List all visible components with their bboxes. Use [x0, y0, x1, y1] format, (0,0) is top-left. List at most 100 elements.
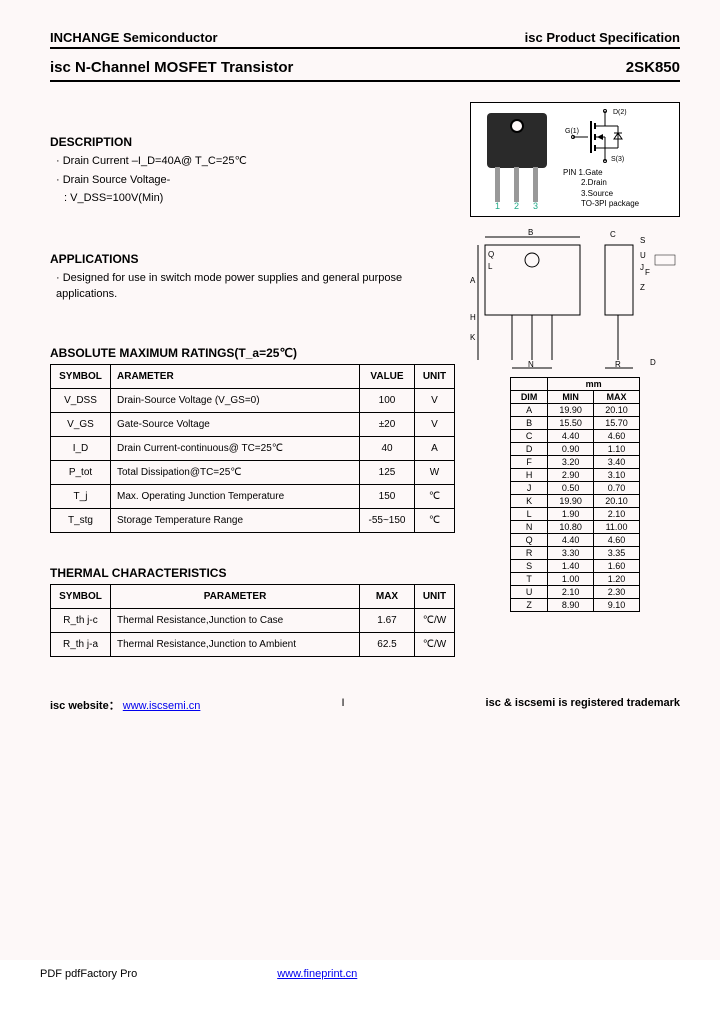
- desc-item: · Drain Source Voltage-: [56, 172, 455, 190]
- table-cell: 125: [360, 460, 415, 484]
- table-cell: R_th j-a: [51, 632, 111, 656]
- table-cell: Thermal Resistance,Junction to Ambient: [111, 632, 360, 656]
- table-cell: 0.50: [548, 481, 594, 494]
- table-row: D0.901.10: [511, 442, 640, 455]
- table-row: T1.001.20: [511, 572, 640, 585]
- table-cell: 3.20: [548, 455, 594, 468]
- table-cell: J: [511, 481, 548, 494]
- table-row: I_DDrain Current-continuous@ TC=25℃40A: [51, 436, 455, 460]
- table-row: Q4.404.60: [511, 533, 640, 546]
- label-g: G(1): [565, 128, 579, 135]
- table-row: J0.500.70: [511, 481, 640, 494]
- table-row: N10.8011.00: [511, 520, 640, 533]
- table-cell: S: [511, 559, 548, 572]
- col-max: MAX: [360, 584, 415, 608]
- table-cell: ℃/W: [415, 632, 455, 656]
- table-row: U2.102.30: [511, 585, 640, 598]
- table-cell: F: [511, 455, 548, 468]
- table-cell: 15.70: [594, 416, 640, 429]
- table-cell: 4.40: [548, 429, 594, 442]
- table-cell: I_D: [51, 436, 111, 460]
- table-cell: 3.10: [594, 468, 640, 481]
- svg-text:R: R: [615, 360, 621, 369]
- table-cell: 8.90: [548, 598, 594, 611]
- package-image: 1 2 3: [477, 109, 557, 204]
- table-cell: R_th j-c: [51, 608, 111, 632]
- col-symbol: SYMBOL: [51, 584, 111, 608]
- col-value: VALUE: [360, 364, 415, 388]
- table-cell: 1.10: [594, 442, 640, 455]
- thermal-heading: THERMAL CHARACTERISTICS: [50, 566, 455, 580]
- dimension-drawing: B A K H QL N CS UJ ZF R D: [470, 225, 680, 370]
- table-cell: 62.5: [360, 632, 415, 656]
- table-cell: Gate-Source Voltage: [111, 412, 360, 436]
- table-cell: 15.50: [548, 416, 594, 429]
- table-cell: Max. Operating Junction Temperature: [111, 484, 360, 508]
- label-s: S(3): [611, 156, 624, 163]
- table-cell: 0.90: [548, 442, 594, 455]
- svg-text:S: S: [640, 236, 645, 245]
- col-param: PARAMETER: [111, 584, 360, 608]
- footer-label: isc website：: [50, 700, 120, 712]
- dimension-table: mm DIM MIN MAX A19.9020.10B15.5015.70C4.…: [510, 377, 640, 612]
- svg-text:K: K: [470, 333, 476, 342]
- applications-heading: APPLICATIONS: [50, 252, 455, 266]
- table-cell: 4.60: [594, 429, 640, 442]
- table-header-row: SYMBOL PARAMETER MAX UNIT: [51, 584, 455, 608]
- table-row: V_DSSDrain-Source Voltage (V_GS=0)100V: [51, 388, 455, 412]
- svg-text:F: F: [645, 268, 650, 277]
- table-row: T_stgStorage Temperature Range-55~150℃: [51, 508, 455, 532]
- table-cell: Q: [511, 533, 548, 546]
- pin-label: 2.Drain: [581, 178, 653, 188]
- table-cell: 2.90: [548, 468, 594, 481]
- col-unit: UNIT: [415, 364, 455, 388]
- label-d: D(2): [613, 109, 627, 116]
- svg-text:Z: Z: [640, 283, 645, 292]
- website-link[interactable]: www.iscsemi.cn: [123, 700, 201, 712]
- table-cell: A: [415, 436, 455, 460]
- table-cell: 1.67: [360, 608, 415, 632]
- col-unit: UNIT: [415, 584, 455, 608]
- table-cell: -55~150: [360, 508, 415, 532]
- table-row: C4.404.60: [511, 429, 640, 442]
- table-cell: 1.90: [548, 507, 594, 520]
- table-cell: V_GS: [51, 412, 111, 436]
- table-cell: 2.10: [548, 585, 594, 598]
- col-param: ARAMETER: [111, 364, 360, 388]
- pin-num: 1: [495, 201, 500, 211]
- fineprint-link[interactable]: www.fineprint.cn: [277, 968, 357, 980]
- table-cell: Thermal Resistance,Junction to Case: [111, 608, 360, 632]
- page-footer: isc website： www.iscsemi.cn I isc & iscs…: [50, 697, 680, 713]
- header-left: INCHANGE Semiconductor: [50, 30, 218, 45]
- table-cell: Z: [511, 598, 548, 611]
- pdf-footer: PDF pdfFactory Pro www.fineprint.cn: [0, 960, 720, 988]
- title-rule: [50, 80, 680, 82]
- svg-text:L: L: [488, 262, 493, 271]
- table-cell: 100: [360, 388, 415, 412]
- table-row: Z8.909.10: [511, 598, 640, 611]
- table-cell: K: [511, 494, 548, 507]
- table-cell: V: [415, 388, 455, 412]
- ratings-table: SYMBOL ARAMETER VALUE UNIT V_DSSDrain-So…: [50, 364, 455, 533]
- svg-text:C: C: [610, 230, 616, 239]
- table-cell: W: [415, 460, 455, 484]
- table-row: S1.401.60: [511, 559, 640, 572]
- dim-blank: [511, 377, 548, 390]
- table-cell: 11.00: [594, 520, 640, 533]
- table-header-row: SYMBOL ARAMETER VALUE UNIT: [51, 364, 455, 388]
- table-cell: 4.40: [548, 533, 594, 546]
- table-cell: R: [511, 546, 548, 559]
- table-cell: U: [511, 585, 548, 598]
- svg-text:D: D: [650, 358, 656, 367]
- table-cell: Storage Temperature Range: [111, 508, 360, 532]
- table-cell: ℃: [415, 484, 455, 508]
- table-row: A19.9020.10: [511, 403, 640, 416]
- ratings-heading: ABSOLUTE MAXIMUM RATINGS(T_a=25℃): [50, 346, 455, 360]
- table-cell: ℃/W: [415, 608, 455, 632]
- dim-col: DIM: [511, 390, 548, 403]
- description-heading: DESCRIPTION: [50, 135, 455, 149]
- title-right: 2SK850: [626, 59, 680, 76]
- table-cell: D: [511, 442, 548, 455]
- table-cell: 1.00: [548, 572, 594, 585]
- col-symbol: SYMBOL: [51, 364, 111, 388]
